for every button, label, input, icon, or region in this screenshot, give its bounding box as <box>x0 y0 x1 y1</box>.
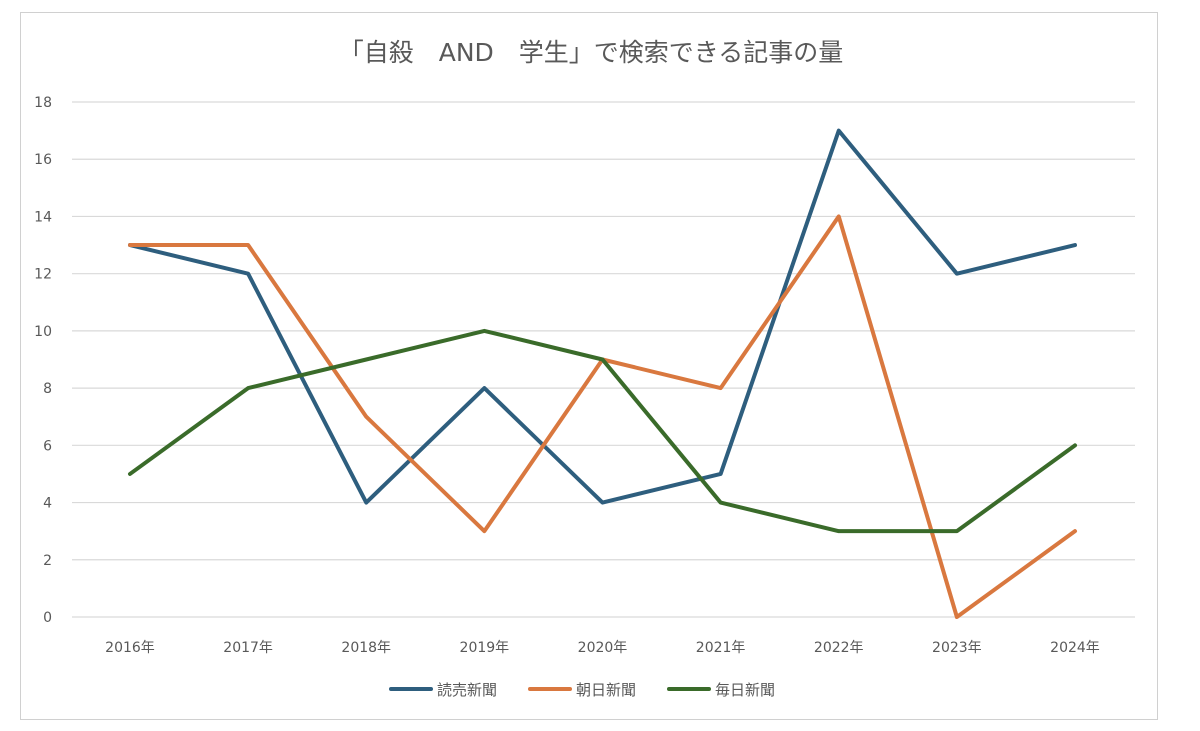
chart-title: 「自殺 AND 学生」で検索できる記事の量 <box>339 38 844 67</box>
y-tick-label: 8 <box>43 381 52 397</box>
legend-label: 朝日新聞 <box>576 681 636 699</box>
x-tick-label: 2018年 <box>341 640 391 656</box>
legend: 読売新聞 朝日新聞 毎日新聞 <box>389 681 775 699</box>
series-line-2 <box>128 328 1077 534</box>
series-line-1 <box>128 214 1077 619</box>
series-line-0 <box>128 128 1077 505</box>
x-tick-label: 2016年 <box>105 640 155 656</box>
x-axis-ticks: 2016年 2017年 2018年 2019年 2020年 2021年 2022年 2023年… <box>105 640 1100 656</box>
y-tick-label: 12 <box>34 267 52 283</box>
legend-label: 読売新聞 <box>437 681 497 699</box>
y-axis-ticks: 0 2 4 6 8 10 12 14 16 18 <box>34 95 52 626</box>
y-tick-label: 14 <box>34 209 52 225</box>
x-tick-label: 2019年 <box>460 640 510 656</box>
series-lines <box>128 128 1077 619</box>
chart-frame <box>20 12 1158 720</box>
y-tick-label: 16 <box>34 152 52 168</box>
legend-label: 毎日新聞 <box>715 681 775 699</box>
y-tick-label: 10 <box>34 324 52 340</box>
x-tick-label: 2024年 <box>1050 640 1100 656</box>
x-tick-label: 2020年 <box>578 640 628 656</box>
y-tick-label: 6 <box>43 438 52 454</box>
y-tick-label: 0 <box>43 610 52 626</box>
x-tick-label: 2017年 <box>223 640 273 656</box>
y-tick-label: 4 <box>43 496 52 512</box>
y-tick-label: 18 <box>34 95 52 111</box>
x-tick-label: 2023年 <box>932 640 982 656</box>
y-tick-label: 2 <box>43 553 52 569</box>
x-tick-label: 2021年 <box>696 640 746 656</box>
x-tick-label: 2022年 <box>814 640 864 656</box>
